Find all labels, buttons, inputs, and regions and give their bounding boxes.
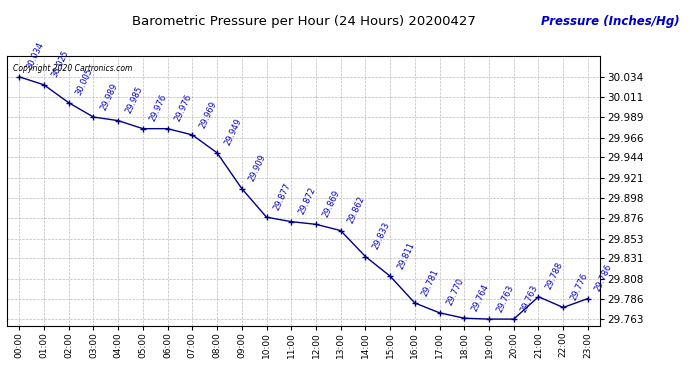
Text: 29.763: 29.763 xyxy=(495,283,515,314)
Text: 29.833: 29.833 xyxy=(371,220,391,251)
Text: Barometric Pressure per Hour (24 Hours) 20200427: Barometric Pressure per Hour (24 Hours) … xyxy=(132,15,475,28)
Text: 29.781: 29.781 xyxy=(420,267,441,297)
Text: 29.770: 29.770 xyxy=(445,277,466,307)
Text: 29.872: 29.872 xyxy=(297,186,317,216)
Text: 29.976: 29.976 xyxy=(173,93,194,123)
Text: 29.786: 29.786 xyxy=(593,262,614,293)
Text: 29.969: 29.969 xyxy=(198,99,218,129)
Text: 29.976: 29.976 xyxy=(148,93,169,123)
Text: 29.985: 29.985 xyxy=(124,85,144,115)
Text: 29.764: 29.764 xyxy=(470,282,491,313)
Text: Pressure (Inches/Hg): Pressure (Inches/Hg) xyxy=(541,15,680,28)
Text: 29.989: 29.989 xyxy=(99,81,119,111)
Text: 30.034: 30.034 xyxy=(25,41,46,71)
Text: 29.788: 29.788 xyxy=(544,261,564,291)
Text: 29.776: 29.776 xyxy=(569,272,589,302)
Text: 29.869: 29.869 xyxy=(322,189,342,219)
Text: 29.909: 29.909 xyxy=(247,153,268,183)
Text: 29.811: 29.811 xyxy=(395,240,416,271)
Text: 30.005: 30.005 xyxy=(75,67,95,97)
Text: 29.949: 29.949 xyxy=(223,117,243,147)
Text: 30.025: 30.025 xyxy=(50,49,70,79)
Text: Copyright 2020 Cartronics.com: Copyright 2020 Cartronics.com xyxy=(13,64,132,74)
Text: 29.862: 29.862 xyxy=(346,195,366,225)
Text: 29.877: 29.877 xyxy=(272,181,293,212)
Text: 29.763: 29.763 xyxy=(520,283,540,314)
